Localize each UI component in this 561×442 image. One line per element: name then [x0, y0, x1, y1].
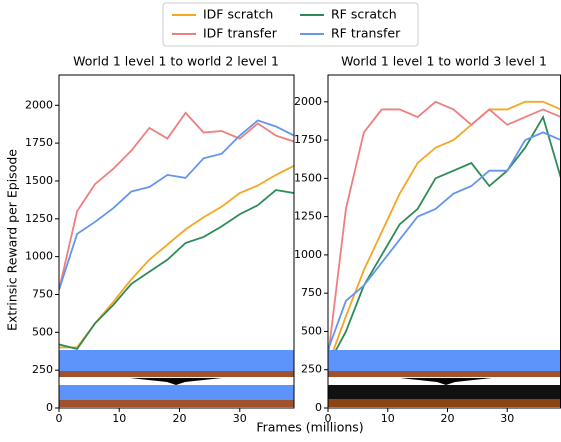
level-ground: [328, 399, 561, 407]
y-tick-label: 250: [301, 363, 322, 376]
level-ground: [59, 400, 294, 407]
x-tick-label: 30: [500, 412, 514, 425]
x-tick-label: 20: [440, 412, 454, 425]
x-tick-label: 0: [56, 412, 63, 425]
level-ground: [328, 371, 561, 377]
data-line: [59, 111, 294, 291]
subplot-title: World 1 level 1 to world 2 level 1: [73, 54, 279, 69]
y-tick-label: 500: [32, 325, 53, 338]
y-tick-label: 750: [301, 286, 322, 299]
game-frames: [59, 350, 561, 407]
y-tick-label: 1250: [25, 212, 53, 225]
arrow: [400, 378, 492, 385]
y-tick-label: 1250: [294, 210, 322, 223]
y-tick-label: 2000: [25, 98, 53, 111]
y-tick-label: 250: [32, 363, 53, 376]
data-line: [59, 165, 294, 349]
legend-box: [162, 2, 419, 47]
data-line: [328, 114, 561, 366]
axes-frame: [58, 74, 295, 409]
data-line: [328, 100, 561, 358]
y-tick-label: 500: [301, 324, 322, 337]
data-line: [59, 119, 294, 291]
y-tick-label: 0: [315, 401, 322, 414]
y-tick-label: 1750: [294, 133, 322, 146]
level-ground: [59, 371, 294, 377]
x-tick-label: 0: [325, 412, 332, 425]
x-tick-label: 20: [173, 412, 187, 425]
subplot-title: World 1 level 1 to world 3 level 1: [341, 54, 547, 69]
data-line: [59, 189, 294, 350]
x-tick-label: 30: [233, 412, 247, 425]
y-tick-label: 1750: [25, 136, 53, 149]
y-tick-label: 1000: [25, 250, 53, 263]
y-axis-label: Extrinsic Reward per Episode: [5, 149, 20, 331]
legend-label: IDF scratch: [203, 7, 273, 22]
arrow: [130, 378, 222, 385]
legend-label: IDF transfer: [203, 26, 278, 41]
x-tick-label: 10: [112, 412, 126, 425]
y-tick-label: 1500: [294, 171, 322, 184]
data-line: [328, 100, 561, 366]
legend-label: RF scratch: [331, 7, 397, 22]
y-tick-label: 2000: [294, 95, 322, 108]
data-line: [328, 131, 561, 351]
y-tick-label: 1000: [294, 248, 322, 261]
legend-label: RF transfer: [331, 26, 401, 41]
x-tick-label: 10: [381, 412, 395, 425]
y-tick-label: 750: [32, 287, 53, 300]
x-axis-label: Frames (millions): [256, 420, 363, 435]
y-tick-label: 0: [46, 401, 53, 414]
y-tick-label: 1500: [25, 174, 53, 187]
